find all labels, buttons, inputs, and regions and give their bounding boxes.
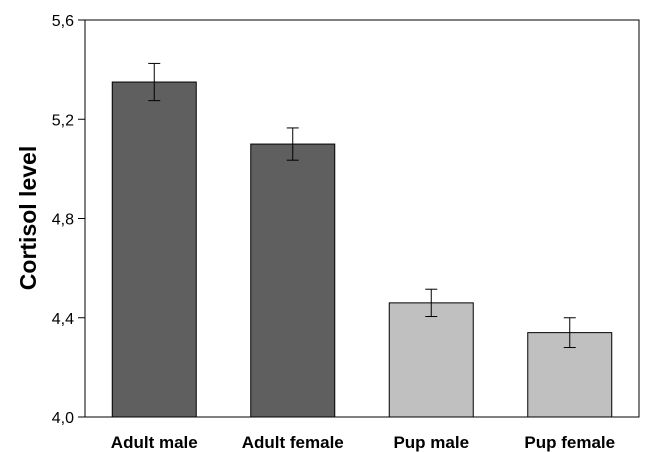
error-bar: [425, 288, 438, 318]
error-bar: [563, 317, 576, 349]
bars-layer: [111, 81, 613, 418]
bar-adult-male: [111, 81, 197, 418]
x-category-label: Pup male: [393, 433, 469, 452]
x-category-label: Adult female: [242, 433, 344, 452]
x-category-labels: Adult male Adult female Pup male Pup female: [111, 433, 615, 452]
y-axis-title: Cortisol level: [15, 146, 41, 290]
y-tick-label: 4,0: [52, 410, 74, 427]
bar-adult-female: [250, 143, 336, 418]
y-tick-label: 5,2: [52, 112, 74, 129]
bar-pup-male: [388, 302, 474, 418]
y-tick-label: 5,6: [52, 13, 74, 30]
error-bar: [148, 62, 161, 102]
error-bar: [286, 127, 299, 161]
x-category-label: Adult male: [111, 433, 198, 452]
x-category-label: Pup female: [524, 433, 615, 452]
error-bars-layer: [148, 62, 576, 349]
y-tick-label: 4,4: [52, 311, 74, 328]
y-ticks-layer: 4,0 4,4 4,8 5,2 5,6: [52, 13, 85, 427]
y-tick-label: 4,8: [52, 212, 74, 229]
